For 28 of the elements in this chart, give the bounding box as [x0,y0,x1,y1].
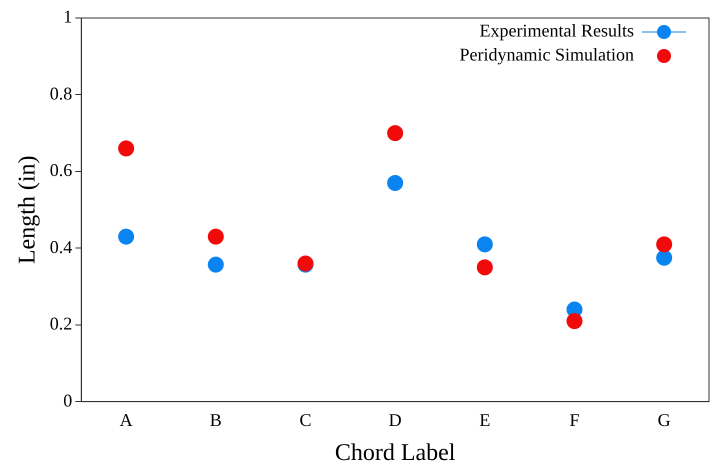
point [387,125,404,142]
point [208,228,224,245]
x-tick-label: E [479,410,490,430]
y-tick-label: 0.4 [50,236,72,257]
x-tick-label: G [658,410,671,430]
y-tick-label: 0.2 [50,314,72,334]
point [566,313,582,330]
x-tick-label: D [388,410,402,430]
y-tick-label: 1 [63,6,72,27]
x-axis-title: Chord Label [334,440,456,466]
x-tick-label: B [210,410,222,430]
point [387,174,404,191]
legend-label: Peridynamic Simulation [460,44,634,65]
y-tick-label: 0.6 [50,160,72,180]
x-tick-label: C [299,410,312,430]
point [118,228,134,245]
y-tick-label: 0 [63,390,72,410]
x-tick-label: F [569,410,580,430]
point [476,236,493,252]
point [656,250,672,266]
point [476,259,493,276]
y-axis-title: Length (in) [14,155,41,264]
x-tick-label: A [120,410,133,430]
y-tick-label: 0.8 [50,83,72,104]
legend-label: Experimental Results [480,20,634,41]
point [118,140,134,156]
point [656,236,672,252]
point [208,256,224,273]
